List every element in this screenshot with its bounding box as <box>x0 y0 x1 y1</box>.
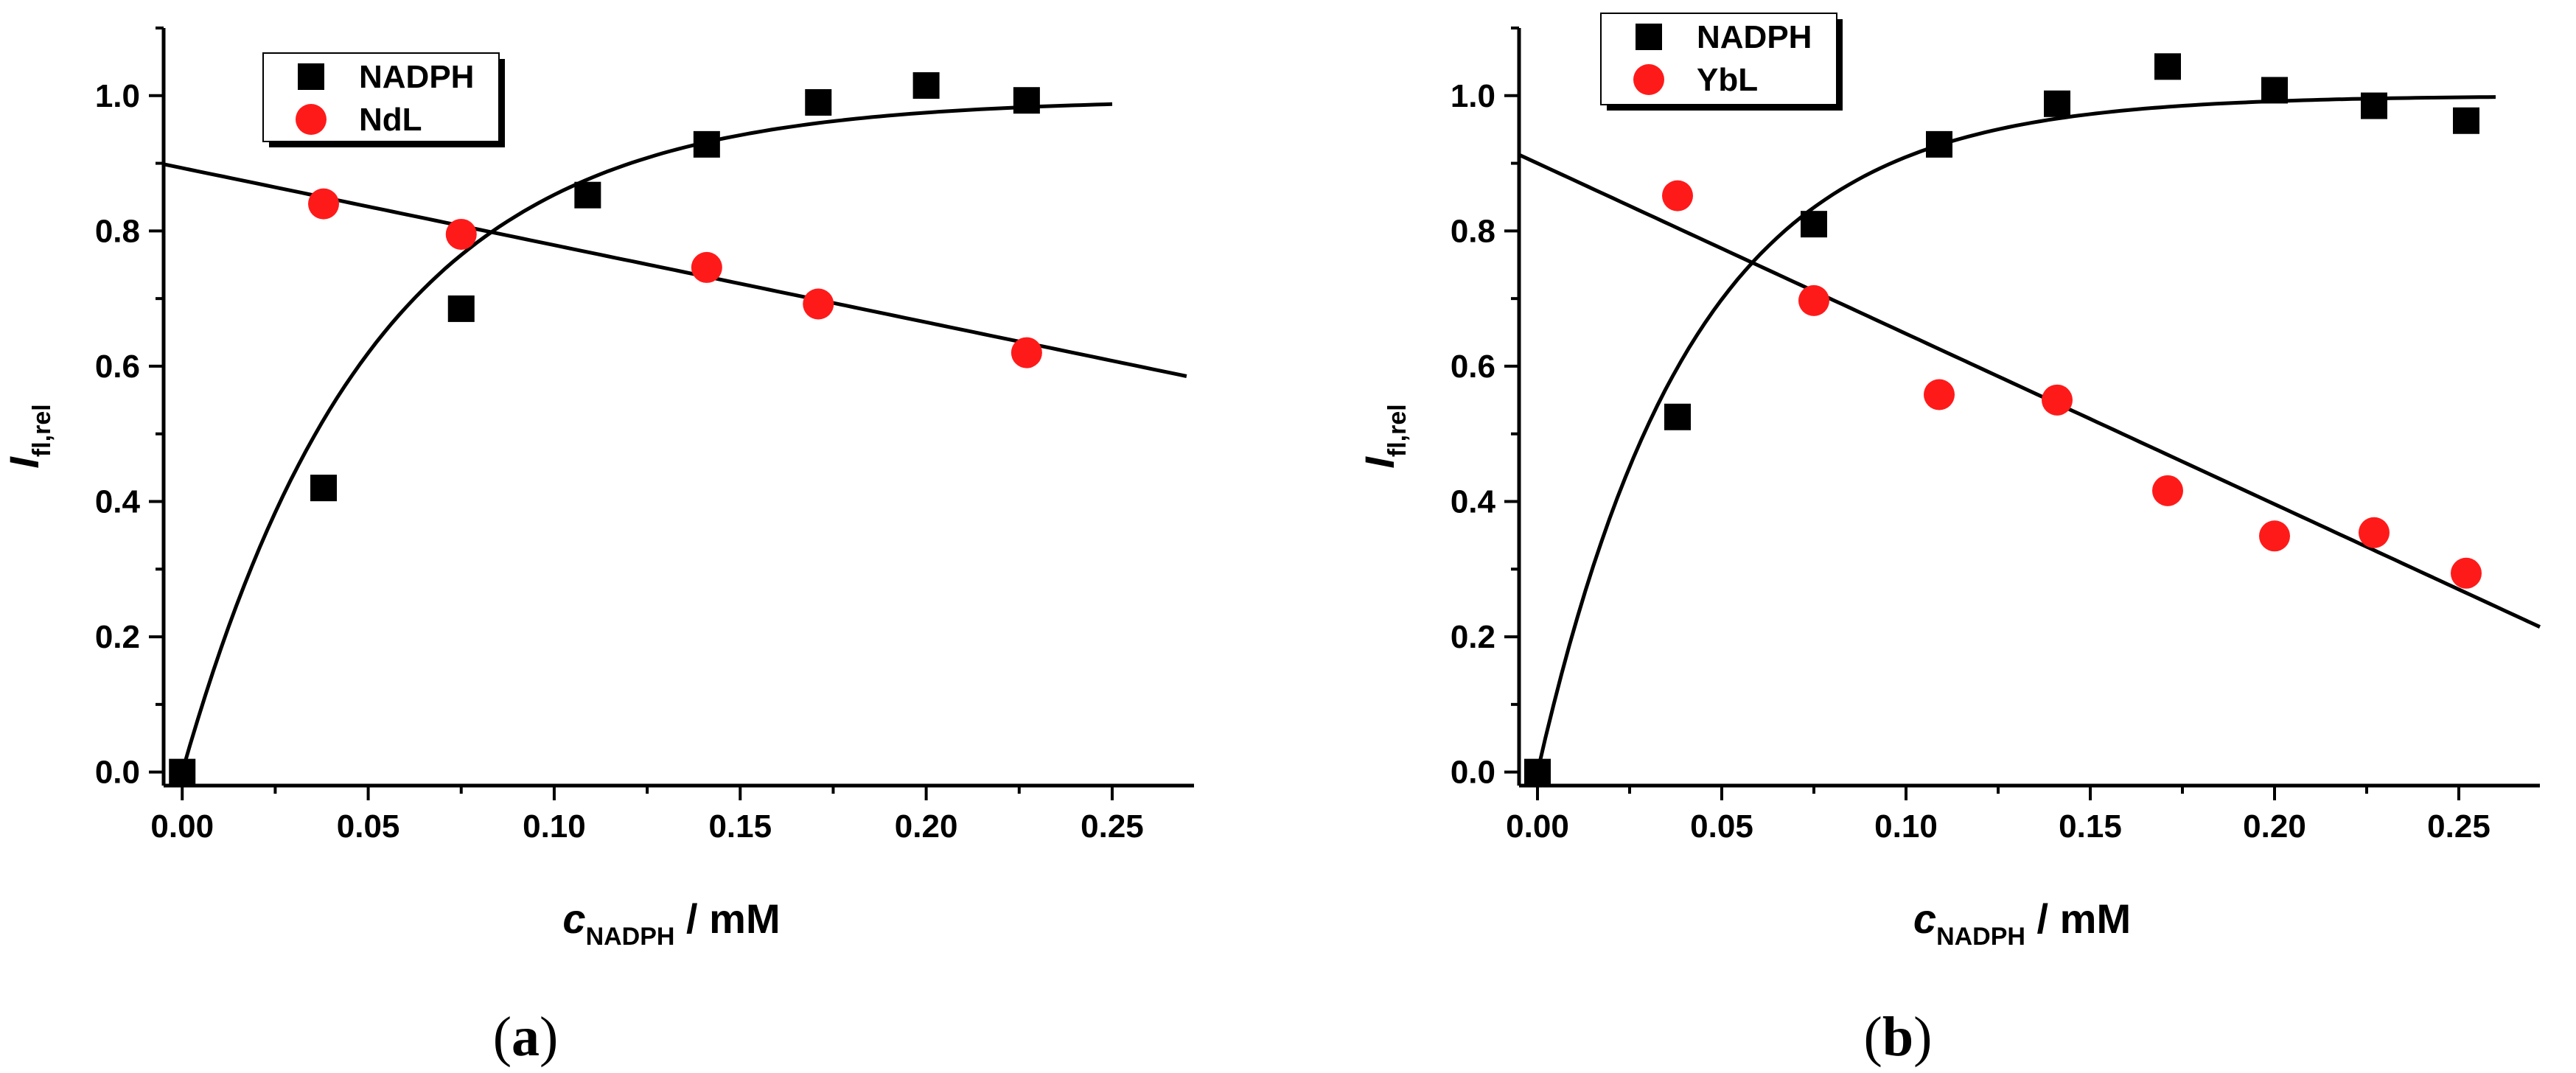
data-point-nadph <box>2361 92 2387 119</box>
legend-label-nadph: NADPH <box>1697 19 1812 55</box>
data-point-nadph <box>447 295 475 322</box>
legend-label-nadph: NADPH <box>359 59 474 95</box>
data-point-nadph <box>805 88 832 116</box>
y-tick-label: 0.4 <box>1451 484 1496 520</box>
y-tick-label: 0.2 <box>1451 619 1495 655</box>
data-point-nadph <box>1013 87 1040 114</box>
data-point-nadph <box>1524 758 1551 786</box>
y-tick-label: 0.0 <box>95 755 140 791</box>
data-point-ybl <box>2451 557 2482 589</box>
data-point-nadph <box>1926 130 1952 158</box>
x-tick-label: 0.15 <box>2059 808 2122 845</box>
data-point-nadph <box>574 181 601 209</box>
data-point-ybl <box>1662 180 1693 212</box>
data-point-ybl <box>1924 379 1955 410</box>
fit-curve-nadph <box>1535 95 2496 773</box>
y-axis-title: Ifl,rel <box>1 404 56 468</box>
data-point-ndl <box>691 251 722 283</box>
x-axis-title-main: c <box>562 895 585 942</box>
y-axis-title: Ifl,rel <box>1356 404 1411 468</box>
y-tick-label: 0.0 <box>1451 755 1495 791</box>
x-axis-title-suffix: / mM <box>674 895 780 942</box>
legend-marker-ybl <box>1633 64 1664 95</box>
x-tick-label: 0.25 <box>2427 808 2491 845</box>
fit-curve-ybl <box>1518 153 2541 629</box>
data-point-nadph <box>169 758 196 786</box>
x-tick-label: 0.05 <box>1690 808 1753 845</box>
data-point-ybl <box>2042 384 2073 416</box>
x-tick-label: 0.15 <box>708 808 772 845</box>
data-point-ybl <box>2359 517 2390 548</box>
x-tick-label: 0.00 <box>1506 808 1569 845</box>
data-point-nadph <box>310 475 338 502</box>
panel-label-a: (a) <box>493 1006 559 1068</box>
legend-marker-nadph <box>298 63 324 90</box>
y-tick-label: 1.0 <box>1451 78 1495 114</box>
x-tick-label: 0.05 <box>337 808 400 845</box>
data-point-ybl <box>2259 520 2290 552</box>
y-tick-label: 0.8 <box>95 213 140 249</box>
x-axis-title-sub: NADPH <box>1936 923 2025 951</box>
panel-a: 0.0 0.2 0.4 0.6 0.8 1.0 0.00 0.05 0.10 0.15 0.20 0.… <box>1 27 1194 1068</box>
data-point-ybl <box>1798 284 1829 316</box>
x-tick-label: 0.00 <box>150 808 214 845</box>
data-point-ndl <box>445 218 477 250</box>
x-tick-label: 0.20 <box>2243 808 2306 845</box>
x-axis-title: cNADPH / mM <box>562 895 780 951</box>
y-tick-label: 0.8 <box>1451 213 1495 249</box>
panel-label-b: (b) <box>1864 1006 1933 1068</box>
legend-label-ybl: YbL <box>1697 62 1758 98</box>
legend-marker-ndl <box>296 104 327 135</box>
legend-label-ndl: NdL <box>359 102 422 138</box>
x-axis-title-suffix: / mM <box>2025 895 2131 942</box>
y-axis-title-main: I <box>1 456 47 469</box>
x-tick-label: 0.10 <box>523 808 586 845</box>
data-point-nadph <box>2044 90 2070 117</box>
y-axis-title-main: I <box>1356 456 1403 469</box>
x-tick-label: 0.25 <box>1081 808 1144 845</box>
y-tick-label: 0.2 <box>95 619 140 655</box>
data-point-nadph <box>2453 107 2479 134</box>
data-point-nadph <box>693 130 720 158</box>
x-axis-title-main: c <box>1913 895 1936 942</box>
x-axis-title: cNADPH / mM <box>1913 895 2131 951</box>
x-tick-label: 0.20 <box>895 808 958 845</box>
data-point-ndl <box>1010 337 1042 368</box>
data-point-nadph <box>2154 53 2181 80</box>
data-point-nadph <box>1664 403 1691 430</box>
data-point-nadph <box>2261 77 2288 104</box>
x-axis-title-sub: NADPH <box>586 923 675 951</box>
y-axis-title-sub: fl,rel <box>28 404 56 457</box>
data-point-ndl <box>803 288 834 320</box>
panel-b: 0.0 0.2 0.4 0.6 0.8 1.0 0.00 0.05 0.10 0.15 0.20 0.… <box>1356 13 2541 1068</box>
data-point-nadph <box>1801 211 1827 238</box>
data-point-ybl <box>2152 475 2183 506</box>
legend-marker-nadph <box>1636 24 1662 50</box>
data-point-ndl <box>308 188 340 220</box>
y-tick-label: 0.4 <box>95 484 141 520</box>
y-tick-label: 0.6 <box>95 349 140 385</box>
x-tick-label: 0.10 <box>1874 808 1938 845</box>
data-point-nadph <box>912 72 940 99</box>
y-tick-label: 1.0 <box>95 78 140 114</box>
y-axis-title-sub: fl,rel <box>1383 404 1411 457</box>
y-tick-label: 0.6 <box>1451 349 1495 385</box>
fit-curve-nadph <box>180 102 1113 773</box>
